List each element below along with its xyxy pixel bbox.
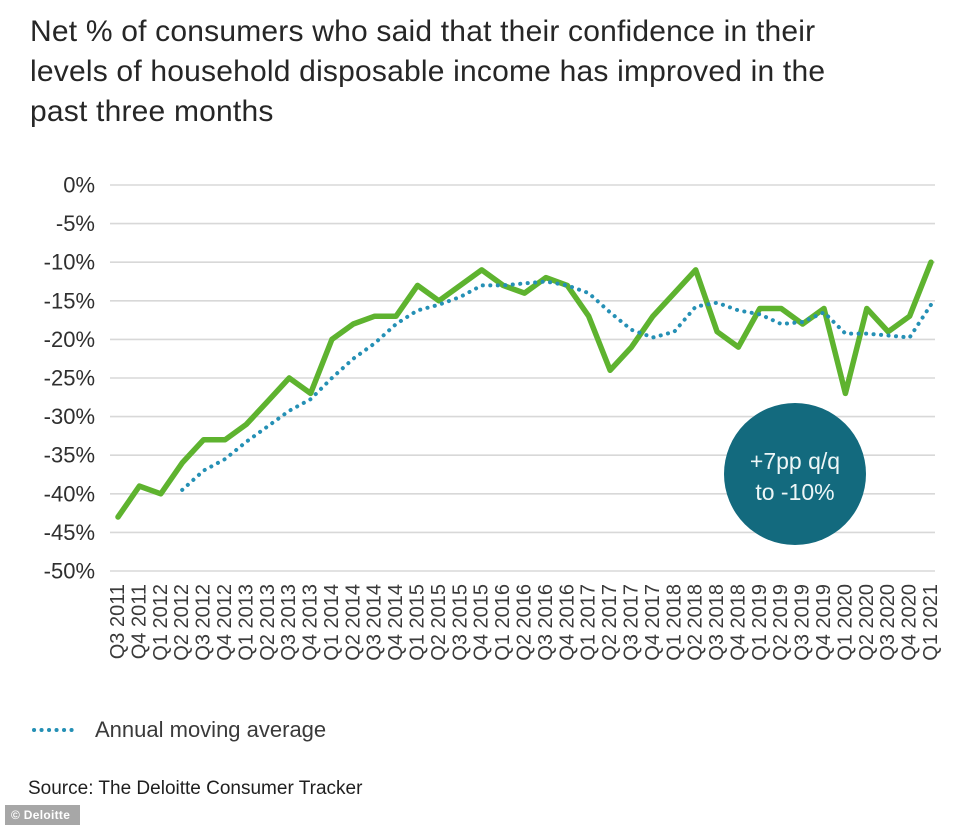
- x-axis-tick-label: Q2 2018: [685, 584, 707, 661]
- x-axis-tick-label: Q2 2019: [770, 584, 792, 661]
- y-axis-tick-label: 0%: [63, 173, 95, 198]
- x-axis-tick-label: Q1 2016: [492, 584, 514, 661]
- chart-title: Net % of consumers who said that their c…: [30, 12, 940, 132]
- chart-title-line-1: Net % of consumers who said that their c…: [30, 15, 816, 48]
- x-axis-tick-label: Q4 2019: [813, 584, 835, 661]
- x-axis-tick-label: Q1 2018: [663, 584, 685, 661]
- x-axis-tick-label: Q3 2017: [620, 584, 642, 661]
- x-axis-tick-label: Q1 2017: [578, 584, 600, 661]
- x-axis-tick-label: Q4 2013: [300, 584, 322, 661]
- chart-legend: Annual moving average: [30, 717, 326, 743]
- x-axis-tick-label: Q3 2014: [364, 584, 386, 661]
- x-axis-tick-label: Q1 2012: [150, 584, 172, 661]
- chart-title-line-3: past three months: [30, 95, 274, 128]
- x-axis-tick-label: Q3 2018: [706, 584, 728, 661]
- y-axis-tick-label: -10%: [44, 250, 95, 275]
- x-axis-tick-label: Q3 2013: [278, 584, 300, 661]
- x-axis-tick-label: Q3 2015: [449, 584, 471, 661]
- annotation-circle: [724, 403, 866, 545]
- watermark-badge: © Deloitte: [5, 805, 81, 825]
- x-axis-tick-label: Q4 2014: [385, 584, 407, 661]
- x-axis-tick-label: Q4 2012: [214, 584, 236, 661]
- x-axis-tick-label: Q1 2019: [749, 584, 771, 661]
- annotation-text-line-2: to -10%: [755, 479, 834, 505]
- x-axis-tick-label: Q4 2020: [899, 584, 921, 661]
- x-axis-tick-label: Q2 2015: [428, 584, 450, 661]
- x-axis-tick-label: Q4 2015: [471, 584, 493, 661]
- x-axis-tick-label: Q3 2020: [877, 584, 899, 661]
- x-axis-tick-label: Q1 2015: [407, 584, 429, 661]
- y-axis-tick-label: -50%: [44, 559, 95, 584]
- x-axis-tick-label: Q2 2013: [257, 584, 279, 661]
- y-axis-tick-label: -20%: [44, 327, 95, 352]
- moving-average-line: [180, 279, 933, 492]
- moving-average-legend-swatch: [32, 728, 80, 732]
- source-text: Source: The Deloitte Consumer Tracker: [28, 778, 363, 799]
- x-axis-tick-label: Q3 2011: [107, 584, 129, 659]
- x-axis-tick-label: Q1 2014: [321, 584, 343, 661]
- annotation-text-line-1: +7pp q/q: [750, 448, 840, 474]
- x-axis-tick-label: Q2 2012: [171, 584, 193, 661]
- net-balance-line: [115, 259, 934, 520]
- chart-title-line-2: levels of household disposable income ha…: [30, 55, 826, 88]
- x-axis-tick-label: Q4 2011: [128, 584, 150, 659]
- x-axis-tick-label: Q3 2019: [792, 584, 814, 661]
- x-axis-tick-label: Q1 2013: [235, 584, 257, 661]
- x-axis-tick-label: Q2 2014: [342, 584, 364, 661]
- x-axis-tick-label: Q2 2020: [856, 584, 878, 661]
- y-axis-tick-label: -15%: [44, 288, 95, 313]
- y-axis-tick-label: -30%: [44, 404, 95, 429]
- y-axis-tick-label: -5%: [56, 211, 95, 236]
- x-axis-tick-label: Q2 2016: [514, 584, 536, 661]
- x-axis-tick-label: Q4 2018: [727, 584, 749, 661]
- x-axis-tick-label: Q4 2017: [642, 584, 664, 661]
- x-axis-tick-label: Q1 2020: [834, 584, 856, 661]
- legend-label: Annual moving average: [95, 717, 327, 742]
- y-axis-tick-label: -40%: [44, 481, 95, 506]
- x-axis-tick-label: Q3 2012: [193, 584, 215, 661]
- x-axis-tick-label: Q3 2016: [535, 584, 557, 661]
- y-axis-tick-label: -35%: [44, 443, 95, 468]
- x-axis-tick-label: Q2 2017: [599, 584, 621, 661]
- x-axis-tick-label: Q1 2021: [920, 584, 942, 661]
- y-axis-tick-label: -45%: [44, 520, 95, 545]
- y-axis-tick-label: -25%: [44, 366, 95, 391]
- x-axis-tick-label: Q4 2016: [556, 584, 578, 661]
